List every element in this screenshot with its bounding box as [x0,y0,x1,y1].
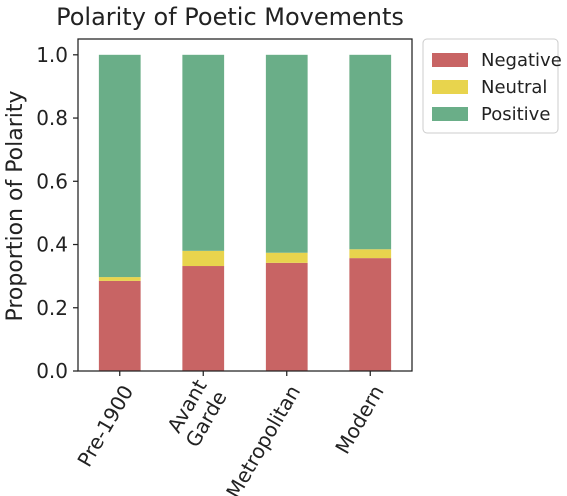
y-tick-label: 0.8 [36,106,68,130]
legend-label-positive: Positive [481,104,550,125]
legend: Negative Neutral Positive [422,38,562,134]
bars-layer [98,54,392,371]
y-tick-label: 1.0 [36,43,68,67]
bar-negative-1 [182,266,225,371]
bar-neutral-3 [349,249,392,259]
bar-neutral-2 [265,252,308,263]
legend-label-negative: Negative [481,50,562,71]
y-tick-label: 0.0 [36,359,68,383]
bar-negative-0 [98,280,141,371]
svg-text:Metropolitan: Metropolitan [221,381,305,496]
svg-text:Modern: Modern [330,381,388,458]
bar-positive-0 [98,54,141,278]
chart-title: Polarity of Poetic Movements [56,3,404,31]
x-tick-label: Metropolitan [221,381,305,496]
bar-neutral-0 [98,277,141,281]
y-tick-label: 0.4 [36,233,68,257]
bar-neutral-1 [182,250,225,267]
y-tick-label: 0.2 [36,296,68,320]
bar-negative-3 [349,258,392,371]
bar-positive-3 [349,54,392,250]
y-axis-label: Proportion of Polarity [3,90,28,321]
x-tick-label: Pre-1900 [72,381,138,471]
legend-swatch-negative [432,53,468,67]
x-tick-label: Modern [330,381,388,458]
bar-positive-1 [182,54,225,251]
bar-positive-2 [265,54,308,253]
legend-swatch-neutral [432,80,468,94]
legend-swatch-positive [432,107,468,121]
svg-text:Pre-1900: Pre-1900 [72,381,138,471]
y-tick-label: 0.6 [36,169,68,193]
plot-frame [77,38,413,372]
bar-negative-2 [265,262,308,371]
legend-label-neutral: Neutral [481,77,547,98]
